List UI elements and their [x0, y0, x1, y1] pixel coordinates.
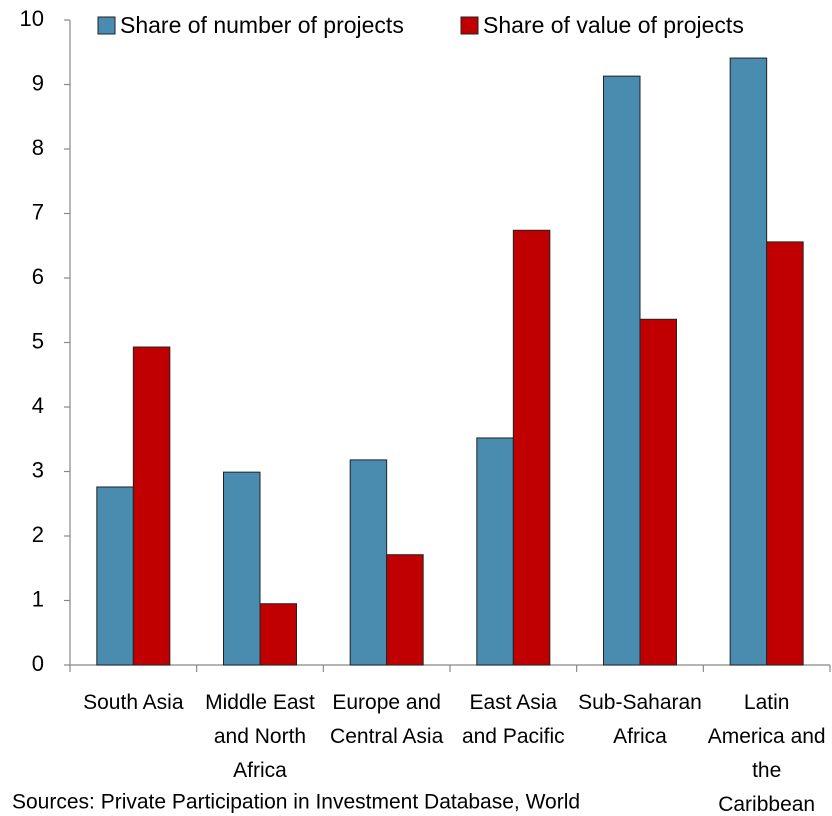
y-tick-label: 4 — [32, 393, 44, 418]
bar — [96, 486, 134, 666]
source-note: Sources: Private Participation in Invest… — [12, 791, 580, 814]
x-tick-label: Latin America and the Caribbean — [708, 691, 826, 816]
y-tick-label: 3 — [32, 457, 44, 482]
legend-swatch — [460, 16, 479, 35]
y-tick-label: 9 — [32, 70, 44, 95]
legend-label: Share of number of projects — [120, 12, 404, 38]
bar — [476, 437, 514, 666]
x-tick-label: South Asia — [83, 691, 184, 714]
bar — [259, 603, 297, 666]
y-tick-label: 5 — [32, 328, 44, 353]
x-tick-label: Sub-Saharan Africa — [578, 691, 702, 748]
legend-swatch — [97, 16, 116, 35]
bar — [512, 229, 551, 666]
x-tick-label: Middle East and North Africa — [205, 691, 315, 782]
bar — [639, 318, 677, 666]
y-tick-label: 10 — [20, 6, 44, 31]
y-tick-label: 8 — [32, 135, 44, 160]
bar — [766, 241, 804, 666]
bar — [386, 554, 424, 666]
y-tick-label: 7 — [32, 199, 44, 224]
y-tick-label: 6 — [32, 264, 44, 289]
bar — [729, 57, 768, 666]
bar — [223, 471, 261, 666]
bar — [132, 346, 171, 666]
y-tick-label: 0 — [32, 651, 44, 676]
bar — [349, 459, 388, 666]
x-tick-label: East Asia and Pacific — [462, 691, 565, 748]
y-tick-label: 1 — [32, 586, 44, 611]
bar — [603, 75, 641, 666]
legend-label: Share of value of projects — [483, 12, 744, 38]
y-tick-label: 2 — [32, 522, 44, 547]
x-tick-label: Europe and Central Asia — [330, 691, 444, 748]
